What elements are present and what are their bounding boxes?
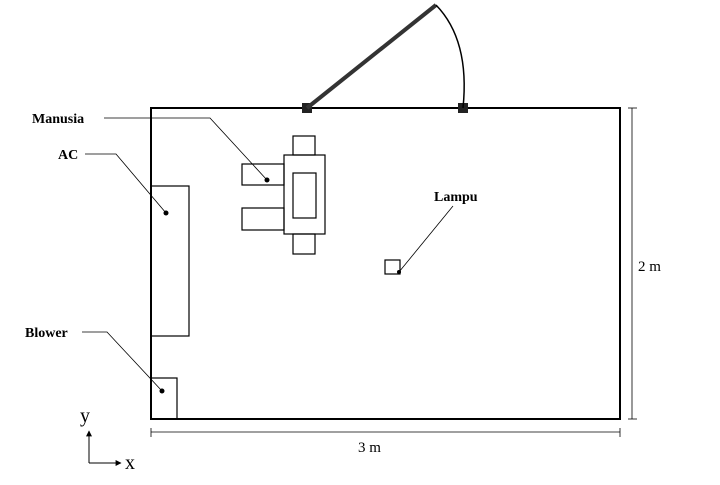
human-head-top [292,135,316,156]
width-dimension [150,428,621,437]
human-head-bottom [292,233,316,255]
axis-indicator [86,430,122,466]
ac-leader-line [85,153,167,214]
lamp-unit [384,259,401,275]
human-figure [241,135,326,255]
height-dimension-label: 2 m [638,259,661,275]
human-leader-line [104,117,268,181]
blower-unit [150,377,178,420]
human-body [283,154,326,235]
x-axis-label: x [125,452,135,474]
door-swing-arc [435,4,465,109]
human-label: Manusia [32,112,84,127]
lamp-leader-line [398,205,454,273]
door [302,3,468,113]
human-body-inner [292,172,317,219]
y-axis-label: y [80,405,90,427]
lamp-label: Lampu [434,190,478,205]
blower-leader-line [82,331,163,392]
ac-label: AC [58,148,78,163]
width-dimension-label: 3 m [358,440,381,456]
height-dimension [628,107,637,420]
door-leaf [305,3,438,110]
human-arm-upper [241,163,285,186]
ac-unit [150,185,190,337]
human-arm-lower [241,207,285,231]
blower-label: Blower [25,326,68,341]
